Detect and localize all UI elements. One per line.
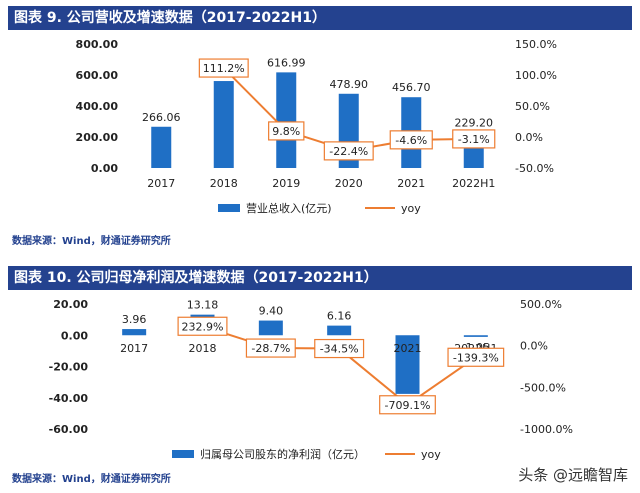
chart1-source: 数据来源：Wind，财通证券研究所: [12, 236, 171, 247]
chart1-yoy-label-box: [268, 121, 305, 141]
chart2-yoy-label: -28.7%: [251, 342, 290, 355]
chart1-category-label: 2020: [335, 177, 363, 190]
chart1-legend-bar-swatch: [218, 204, 240, 212]
chart2-yoy-label-box: [447, 347, 505, 367]
chart2-title: 图表 10. 公司归母净利润及增速数据（2017-2022H1）: [8, 266, 632, 290]
chart2-yleft-tick: -40.00: [49, 392, 89, 405]
chart1-yleft-tick: 600.00: [76, 69, 119, 82]
chart2-yoy-label: 232.9%: [182, 320, 224, 333]
chart2-bar-label: 3.96: [122, 313, 147, 326]
chart2-legend-bar-label: 归属母公司股东的净利润（亿元）: [200, 447, 365, 461]
chart2-yright-tick: -500.0%: [520, 381, 566, 394]
chart1-yleft-tick: 0.00: [91, 162, 118, 175]
chart1-yleft-tick: 400.00: [76, 100, 119, 113]
chart1-bar-label: 456.70: [392, 81, 431, 94]
chart2-yleft-tick: -20.00: [49, 361, 89, 374]
chart2-bar: [122, 329, 147, 336]
chart2-source: 数据来源：Wind，财通证券研究所: [12, 474, 171, 485]
chart1-yright-tick: -50.0%: [515, 162, 554, 175]
chart1-legend-bar-label: 营业总收入(亿元): [246, 201, 332, 215]
chart1-bar: [213, 81, 234, 168]
chart1-legend-line-label: yoy: [401, 202, 421, 215]
chart2-yoy-label-box: [379, 395, 436, 415]
chart1-bar-label: 478.90: [330, 78, 369, 91]
chart2-bar: [327, 325, 352, 336]
chart1-bar: [151, 126, 172, 168]
chart1-yleft-tick: 800.00: [76, 38, 119, 51]
chart1-yleft-tick: 200.00: [76, 131, 119, 144]
chart2-bar-label: 9.40: [259, 305, 284, 318]
chart1-bar-label: 616.99: [267, 56, 306, 69]
chart2-yoy-label-box: [245, 338, 296, 358]
chart2-bar: [395, 335, 420, 394]
chart2-bar: [463, 335, 488, 337]
chart1-yright-tick: 150.0%: [515, 38, 557, 51]
chart1-yright-tick: 100.0%: [515, 69, 557, 82]
chart1-yright-tick: 50.0%: [515, 100, 550, 113]
chart2-legend-bar-swatch: [172, 450, 194, 458]
chart1-yoy-label-box: [323, 141, 374, 161]
chart1-title: 图表 9. 公司营收及增速数据（2017-2022H1）: [8, 6, 632, 30]
chart2-legend-line-label: yoy: [421, 448, 441, 461]
chart1-category-label: 2021: [397, 177, 425, 190]
chart1-yoy-label-box: [389, 130, 433, 150]
chart2-bar-label: 13.18: [187, 299, 219, 312]
chart1-category-label: 2017: [147, 177, 175, 190]
chart1-yoy-label: 111.2%: [203, 62, 245, 75]
chart1-yoy-label-box: [452, 129, 496, 149]
chart2-category-label: 2021: [394, 342, 422, 355]
chart1-bar: [276, 72, 297, 168]
chart2-category-label: 2017: [120, 342, 148, 355]
chart2-yright-tick: 500.0%: [520, 298, 562, 311]
chart2: 20.00 0.00 -20.00 -40.00 -60.00 500.0% 0.0% -50…: [49, 298, 573, 461]
chart1-yright-tick: 0.0%: [515, 131, 543, 144]
chart2-yoy-label-box: [177, 316, 228, 336]
chart2-yright-tick: -1000.0%: [520, 423, 573, 436]
chart1-yoy-label: 9.8%: [272, 125, 300, 138]
chart2-bar-label: 6.16: [327, 310, 352, 323]
chart2-yoy-label: -139.3%: [453, 351, 499, 364]
chart2-yoy-label: -34.5%: [320, 343, 359, 356]
chart2-yright-tick: 0.0%: [520, 340, 548, 353]
watermark: 头条 @远瞻智库: [518, 466, 628, 484]
chart1-yoy-label: -4.6%: [395, 134, 427, 147]
chart2-yoy-line: [202, 325, 477, 407]
chart1-bar-label: 266.06: [142, 111, 181, 124]
chart1-yoy-label: -22.4%: [329, 145, 368, 158]
chart1: 800.00 600.00 400.00 200.00 0.00 150.0% 100.0%…: [76, 38, 557, 215]
chart1-category-label: 2022H1: [452, 177, 495, 190]
chart1-yoy-label-box: [198, 58, 249, 78]
chart1-yoy-label: -3.1%: [458, 133, 490, 146]
chart1-category-label: 2018: [210, 177, 238, 190]
chart2-bar: [258, 320, 283, 336]
chart1-category-label: 2019: [272, 177, 300, 190]
chart2-yleft-tick: -60.00: [49, 423, 89, 436]
chart2-yleft-tick: 20.00: [53, 298, 88, 311]
chart1-bar-label: 229.20: [455, 116, 494, 129]
chart2-yoy-label: -709.1%: [385, 399, 431, 412]
chart2-yleft-tick: 0.00: [61, 329, 88, 342]
chart2-category-label: 2018: [189, 342, 217, 355]
chart2-yoy-label-box: [314, 338, 365, 359]
